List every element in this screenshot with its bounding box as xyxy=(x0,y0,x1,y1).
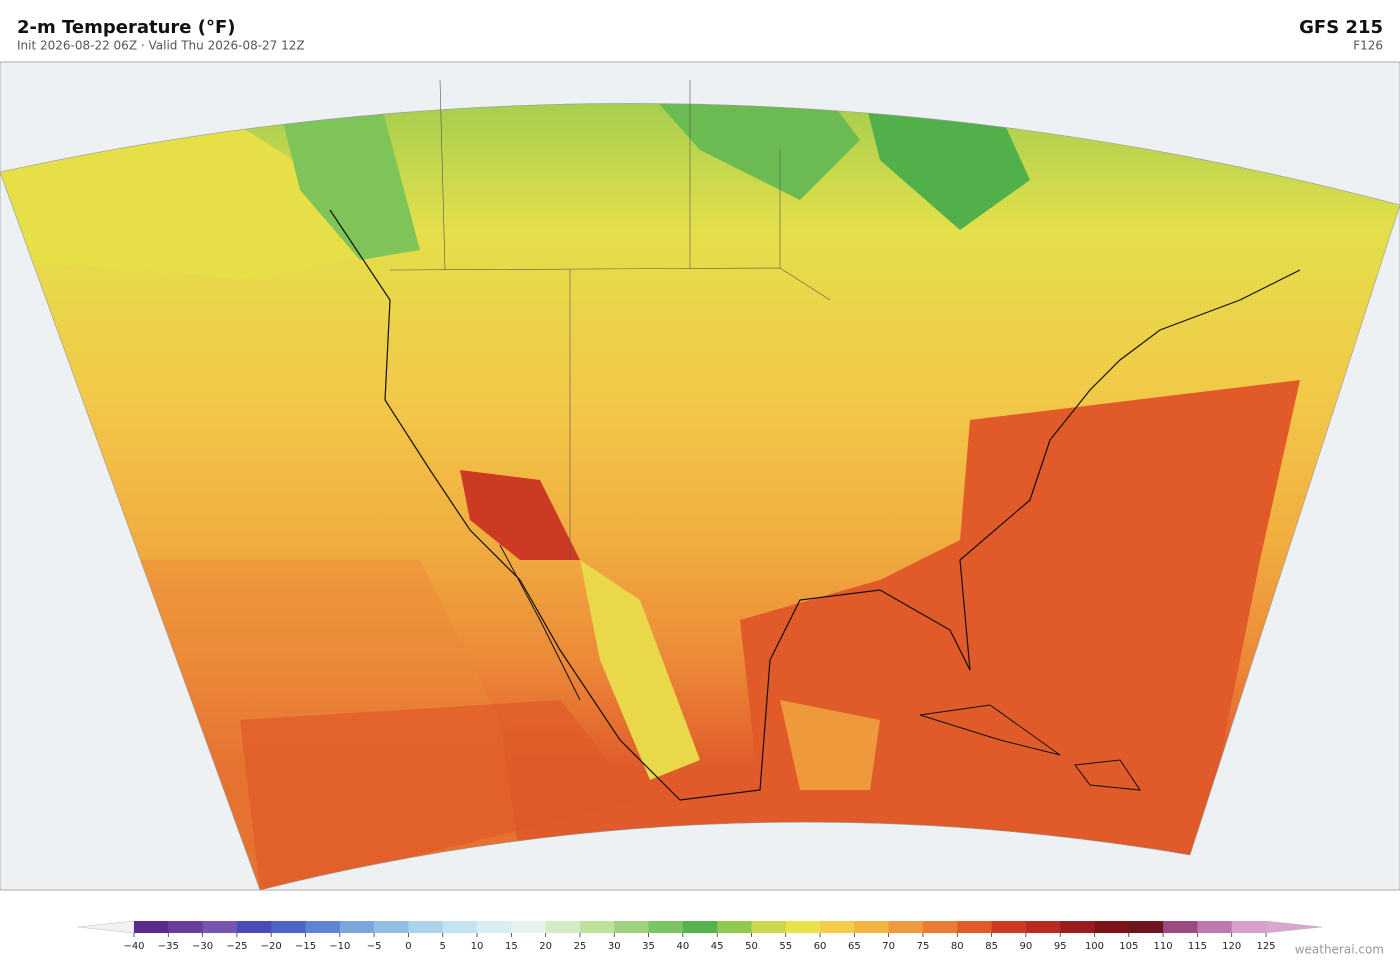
colorbar-segment xyxy=(614,921,650,933)
colorbar-segment xyxy=(888,921,924,933)
colorbar-tick-label: 110 xyxy=(1154,941,1173,952)
colorbar-tick-label: 120 xyxy=(1222,941,1241,952)
colorbar-segment xyxy=(408,921,444,933)
colorbar-tick-label: 125 xyxy=(1256,941,1275,952)
colorbar-segment xyxy=(854,921,890,933)
colorbar-segment xyxy=(1060,921,1095,933)
colorbar-tick-label: 90 xyxy=(1020,941,1033,952)
colorbar-segment xyxy=(579,921,615,933)
colorbar-tick-label: −5 xyxy=(367,941,382,952)
colorbar-segment xyxy=(305,921,341,933)
colorbar-tick-label: −35 xyxy=(158,941,179,952)
colorbar-tick-label: 70 xyxy=(882,941,895,952)
colorbar-tick-label: −25 xyxy=(226,941,247,952)
colorbar-segment xyxy=(957,921,993,933)
colorbar-segment xyxy=(236,921,272,933)
colorbar-segment xyxy=(271,921,307,933)
colorbar-tick-label: −10 xyxy=(329,941,350,952)
colorbar-segment xyxy=(1025,921,1061,933)
colorbar-tick-label: 50 xyxy=(745,941,758,952)
colorbar-tick-label: 55 xyxy=(779,941,792,952)
colorbar-tick-label: 15 xyxy=(505,941,518,952)
colorbar-tick-label: 20 xyxy=(539,941,552,952)
colorbar-segment xyxy=(1197,921,1233,933)
colorbar-segment xyxy=(477,921,512,933)
colorbar: −40 −35 −30 −25 −20 −15 −10 −5 0 5 10 15 20 25 30 35 40 4… xyxy=(77,920,1323,952)
colorbar-segment xyxy=(820,921,855,933)
colorbar-tick-label: 60 xyxy=(814,941,827,952)
colorbar-segment xyxy=(442,921,478,933)
colorbar-segment xyxy=(682,921,718,933)
colorbar-tick-label: −40 xyxy=(123,941,144,952)
credit: weatherai.com xyxy=(1295,943,1384,957)
colorbar-high-extend xyxy=(1265,920,1323,934)
colorbar-tick-label: 10 xyxy=(471,941,484,952)
colorbar-tick-label: 35 xyxy=(642,941,655,952)
colorbar-segment xyxy=(1163,921,1198,933)
colorbar-tick-label: 100 xyxy=(1085,941,1104,952)
colorbar-segment xyxy=(717,921,752,933)
colorbar-segment xyxy=(991,921,1027,933)
map xyxy=(0,61,1400,891)
model: GFS 215 xyxy=(1299,17,1383,38)
colorbar-segment xyxy=(339,921,375,933)
colorbar-segment xyxy=(1128,921,1164,933)
colorbar-segment xyxy=(511,921,547,933)
colorbar-tick-label: 5 xyxy=(440,941,446,952)
colorbar-segment xyxy=(545,921,581,933)
colorbar-tick-label: 105 xyxy=(1119,941,1138,952)
subtitle: Init 2026-08-22 06Z · Valid Thu 2026-08-… xyxy=(17,39,305,53)
colorbar-tick-label: 85 xyxy=(985,941,998,952)
colorbar-tick-label: −15 xyxy=(295,941,316,952)
title: 2-m Temperature (°F) xyxy=(17,17,236,38)
colorbar-low-extend xyxy=(77,920,135,934)
colorbar-segment xyxy=(751,921,787,933)
colorbar-segment xyxy=(1231,921,1267,933)
colorbar-tick-label: 25 xyxy=(574,941,587,952)
forecast-hour: F126 xyxy=(1353,39,1383,53)
colorbar-tick-label: 115 xyxy=(1188,941,1207,952)
colorbar-tick-label: −20 xyxy=(261,941,282,952)
colorbar-tick-label: 45 xyxy=(711,941,724,952)
colorbar-segment xyxy=(1094,921,1130,933)
colorbar-tick-label: 0 xyxy=(405,941,411,952)
colorbar-segment xyxy=(648,921,684,933)
colorbar-tick-label: 75 xyxy=(917,941,930,952)
colorbar-tick-label: 95 xyxy=(1054,941,1067,952)
temperature-field xyxy=(0,103,1400,890)
colorbar-segment xyxy=(168,921,204,933)
colorbar-segment xyxy=(785,921,821,933)
colorbar-tick-label: 40 xyxy=(676,941,689,952)
colorbar-segment xyxy=(202,921,238,933)
colorbar-segment xyxy=(922,921,958,933)
colorbar-tick-label: 30 xyxy=(608,941,621,952)
colorbar-tick-label: 80 xyxy=(951,941,964,952)
colorbar-tick-label: 65 xyxy=(848,941,861,952)
colorbar-segment xyxy=(134,921,169,933)
colorbar-segment xyxy=(374,921,409,933)
colorbar-tick-label: −30 xyxy=(192,941,213,952)
